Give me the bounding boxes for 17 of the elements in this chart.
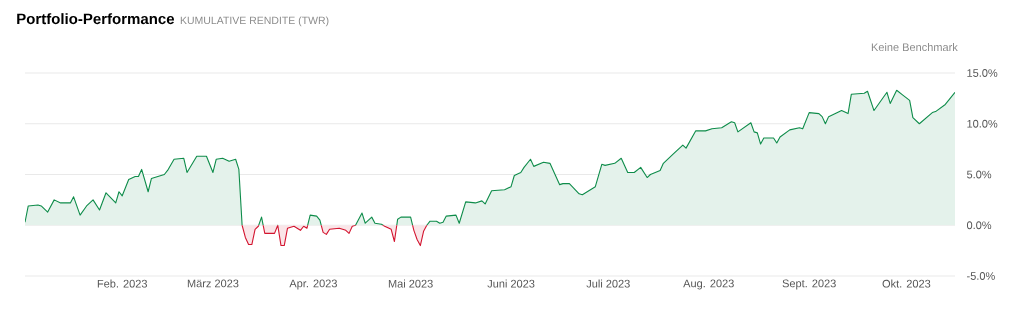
x-tick-label: Juni 2023 (487, 279, 535, 288)
x-tick-label: Mai 2023 (388, 279, 433, 288)
y-tick-label: 5.0% (966, 170, 992, 179)
chart-subtitle: KUMULATIVE RENDITE (TWR) (180, 16, 329, 27)
chart-title: Portfolio-Performance (17, 13, 175, 25)
y-tick-label: 10.0% (967, 119, 998, 128)
x-tick-label: März 2023 (187, 279, 239, 288)
y-tick-label: -5.0% (967, 272, 995, 280)
x-tick-label: Juli 2023 (586, 279, 630, 288)
y-tick-label: 0.0% (966, 221, 992, 230)
x-tick-label: Okt. 2023 (882, 279, 931, 288)
x-tick-label: Feb. 2023 (97, 279, 147, 288)
text: Keine Benchmark (871, 43, 958, 52)
y-tick-label: 15.0% (967, 69, 998, 77)
x-tick-label: Sept. 2023 (782, 279, 836, 290)
x-tick-label: Apr. 2023 (289, 279, 337, 290)
x-tick-label: Aug. 2023 (683, 279, 734, 290)
